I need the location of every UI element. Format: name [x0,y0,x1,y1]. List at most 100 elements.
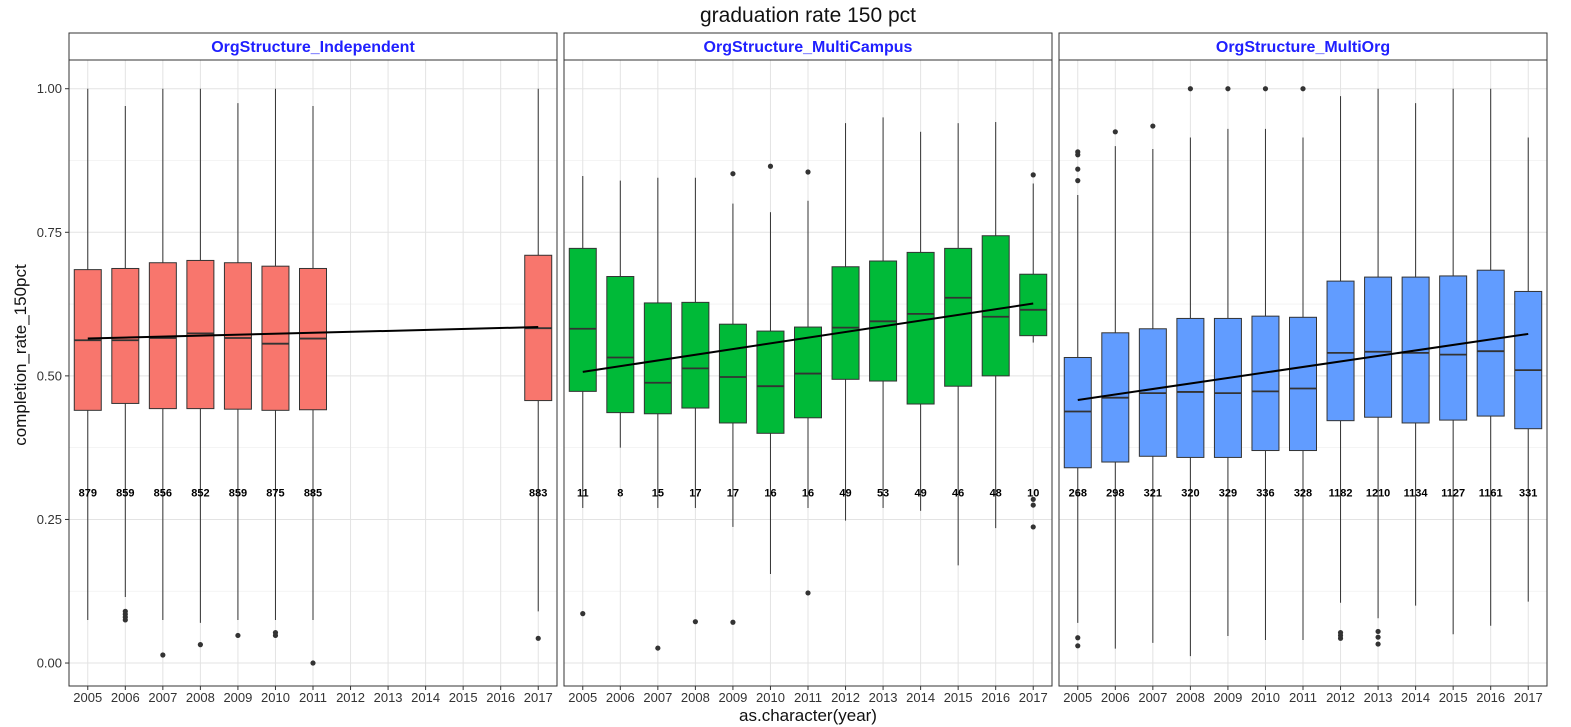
outlier-point [805,169,811,175]
x-tick-label: 2015 [944,690,973,705]
box-2013: 1210 [1364,88,1393,647]
count-label: 875 [266,487,284,499]
outlier-point [1075,635,1081,641]
box-2012: 1182 [1326,96,1355,641]
x-tick-label: 2013 [374,690,403,705]
box-2005: 268 [1063,149,1092,649]
x-tick-label: 2005 [73,690,102,705]
count-label: 852 [191,487,209,499]
count-label: 1210 [1366,487,1390,499]
count-label: 1182 [1329,487,1353,499]
outlier-point [235,632,241,639]
box-2017: 331 [1514,137,1543,602]
count-label: 8 [617,487,623,499]
outlier-point [1187,86,1193,92]
count-label: 336 [1256,487,1274,499]
box-2013: 53 [869,117,898,508]
box-iqr [1289,316,1317,452]
box-iqr [944,247,973,387]
x-tick-label: 2015 [1439,690,1468,705]
count-label: 268 [1069,487,1087,499]
x-tick-label: 2005 [1063,690,1092,705]
trend-line [1077,332,1529,401]
y-axis-ticks: 0.00 0.25 0.50 0.75 1.00 [37,81,69,671]
box-2011: 16 [794,169,822,596]
outlier-point [1075,643,1081,649]
box-iqr [1364,276,1393,418]
x-tick-label: 2009 [718,690,747,705]
box-iqr [718,323,747,424]
box-iqr [568,247,597,392]
facet-strip [68,32,558,61]
x-tick-label: 2014 [906,690,935,705]
count-label: 17 [727,487,739,499]
box-iqr [831,266,860,380]
x-tick-label: 2010 [261,690,290,705]
facet-strip-label: OrgStructure_MultiOrg [1216,39,1390,56]
outlier-point [1030,502,1036,508]
outlier-point [272,629,279,636]
outlier-point [122,608,128,614]
outlier-point [160,652,166,658]
trend-line [582,302,1034,373]
x-tick-label: 2015 [449,690,478,705]
count-label: 46 [952,487,964,499]
box-2010: 16 [756,163,785,575]
box-iqr [906,251,935,405]
x-tick-label: 2014 [411,690,440,705]
x-tick-label: 2008 [186,690,215,705]
facet-panels: OrgStructure_Independent 879 859 856 852 859 8… [68,32,1548,705]
y-tick-label: 0.00 [37,656,62,671]
count-label: 885 [304,487,322,499]
x-tick-label: 2008 [1176,690,1205,705]
x-tick-label: 2010 [756,690,785,705]
box-2008: 320 [1176,86,1205,657]
x-tick-label: 2017 [524,690,553,705]
outlier-point [1150,123,1156,129]
x-tick-label: 2007 [1138,690,1167,705]
outlier-point [1375,634,1381,640]
box-iqr [606,276,635,414]
x-tick-label: 2012 [1326,690,1355,705]
x-tick-label: 2016 [981,690,1010,705]
box-2011: 885 [299,105,327,666]
x-tick-label: 2006 [111,690,140,705]
box-2009: 329 [1213,86,1242,637]
outlier-point [1030,172,1036,178]
x-axis-title: as.character(year) [739,706,877,725]
box-iqr [261,265,290,411]
box-iqr [1213,317,1242,458]
outlier-point [767,163,774,169]
x-tick-label: 2012 [336,690,365,705]
count-label: 16 [764,487,776,499]
count-label: 859 [229,487,247,499]
count-label: 856 [154,487,172,499]
x-tick-label: 2007 [643,690,672,705]
box-2014: 49 [906,131,935,511]
x-tick-label: 2009 [1213,690,1242,705]
box-2016: 1161 [1476,88,1505,626]
x-tick-label: 2005 [568,690,597,705]
x-tick-label: 2010 [1251,690,1280,705]
box-iqr [1176,317,1205,458]
outlier-point [1375,628,1381,635]
outlier-point [1262,86,1269,92]
x-tick-label: 2011 [794,690,822,705]
outlier-point [1075,178,1081,184]
box-2010: 336 [1251,86,1280,641]
count-label: 11 [577,487,589,499]
outlier-point [1075,149,1081,155]
facet-strip-label: OrgStructure_MultiCampus [704,39,913,56]
y-tick-label: 0.50 [37,368,62,383]
box-iqr [1476,269,1505,417]
outlier-point [730,619,736,625]
facet-panel: OrgStructure_Independent 879 859 856 852 859 8… [68,32,558,705]
trend-line [87,326,539,340]
box-2011: 328 [1289,86,1317,641]
outlier-point [1075,166,1081,172]
box-iqr [1063,356,1092,469]
count-label: 53 [877,487,889,499]
x-tick-label: 2013 [1364,690,1393,705]
x-tick-label: 2006 [1101,690,1130,705]
box-2012: 49 [831,123,860,521]
